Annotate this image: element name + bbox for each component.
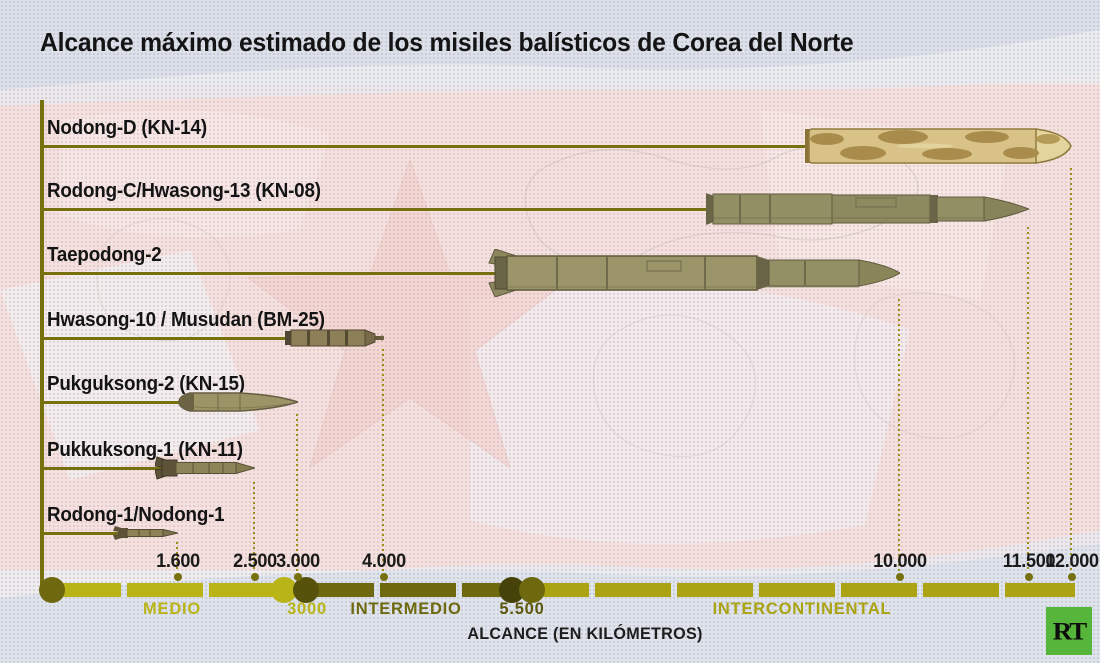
- tick-dot: [1025, 573, 1033, 581]
- tick-label: 10.000: [873, 551, 927, 572]
- missile-graphic: [176, 392, 301, 417]
- range-drop-line: [382, 349, 384, 571]
- band-boundary-dot: [293, 577, 319, 603]
- tick-dot: [251, 573, 259, 581]
- band-boundary-dot: [39, 577, 65, 603]
- tick-label: 4.000: [362, 551, 406, 572]
- missile-icon: [805, 128, 1072, 164]
- tick-dot: [896, 573, 904, 581]
- range-line: [40, 272, 880, 275]
- range-drop-line: [175, 542, 178, 571]
- x-axis-title: ALCANCE (EN KILÓMETROS): [467, 624, 703, 643]
- tick-dot: [1068, 573, 1076, 581]
- tick-dot: [173, 573, 182, 581]
- tick-label: 3.000: [276, 551, 320, 572]
- range-band-label: MEDIO: [142, 599, 201, 618]
- missile-icon: [113, 526, 179, 540]
- missile-name-label: Pukkuksong-1 (KN-11): [47, 439, 243, 461]
- tick-dot: [294, 573, 302, 581]
- band-boundary-label: 3000: [287, 599, 327, 618]
- missile-name-label: Rodong-C/Hwasong-13 (KN-08): [47, 180, 321, 202]
- band-boundary-label: 5.500: [499, 599, 545, 618]
- missile-name-label: Taepodong-2: [47, 244, 162, 266]
- range-line: [40, 467, 235, 470]
- missile-graphic: [805, 126, 1072, 171]
- missile-icon: [706, 193, 1031, 225]
- tick-label: 11.500: [1002, 551, 1056, 572]
- missile-name-label: Rodong-1/Nodong-1: [47, 504, 225, 526]
- missile-icon: [178, 392, 301, 412]
- range-line: [40, 337, 364, 340]
- range-line: [40, 532, 158, 535]
- missile-name-label: Hwasong-10 / Musudan (BM-25): [47, 309, 325, 331]
- y-axis-line: [40, 100, 44, 592]
- missile-name-label: Pukguksong-2 (KN-15): [47, 373, 245, 395]
- missile-icon: [154, 456, 257, 480]
- missile-icon: [488, 248, 901, 298]
- tick-label: 12.000: [1045, 551, 1099, 572]
- missile-graphic: [113, 526, 179, 545]
- band-boundary-dot: [271, 577, 297, 603]
- range-drop-line: [1070, 168, 1072, 571]
- rt-logo-text: RT: [1052, 616, 1088, 645]
- missile-graphic: [154, 456, 257, 485]
- range-drop-line: [253, 482, 255, 571]
- range-drop-line: [1027, 227, 1029, 571]
- band-boundary-dot: [519, 577, 545, 603]
- rt-logo: RT: [1046, 607, 1092, 655]
- range-band-bar: [513, 583, 1075, 597]
- missile-graphic: [285, 329, 385, 352]
- range-band-label: INTERMEDIO: [349, 599, 462, 618]
- missile-graphic: [706, 193, 1031, 230]
- tick-label: 2.500: [233, 551, 277, 572]
- tick-label: 1.600: [155, 551, 200, 572]
- range-drop-line: [898, 299, 900, 571]
- page-title: Alcance máximo estimado de los misiles b…: [40, 27, 854, 57]
- range-line: [40, 145, 1052, 148]
- range-line: [40, 401, 278, 404]
- range-band-label: INTERCONTINENTAL: [712, 599, 892, 618]
- missile-icon: [285, 329, 385, 347]
- missile-graphic: [487, 248, 901, 302]
- tick-dot: [380, 573, 388, 581]
- range-drop-line: [296, 414, 298, 571]
- missile-name-label: Nodong-D (KN-14): [47, 117, 207, 139]
- range-band-bar: [45, 583, 298, 597]
- range-line: [40, 208, 1009, 211]
- range-band-bar: [298, 583, 513, 597]
